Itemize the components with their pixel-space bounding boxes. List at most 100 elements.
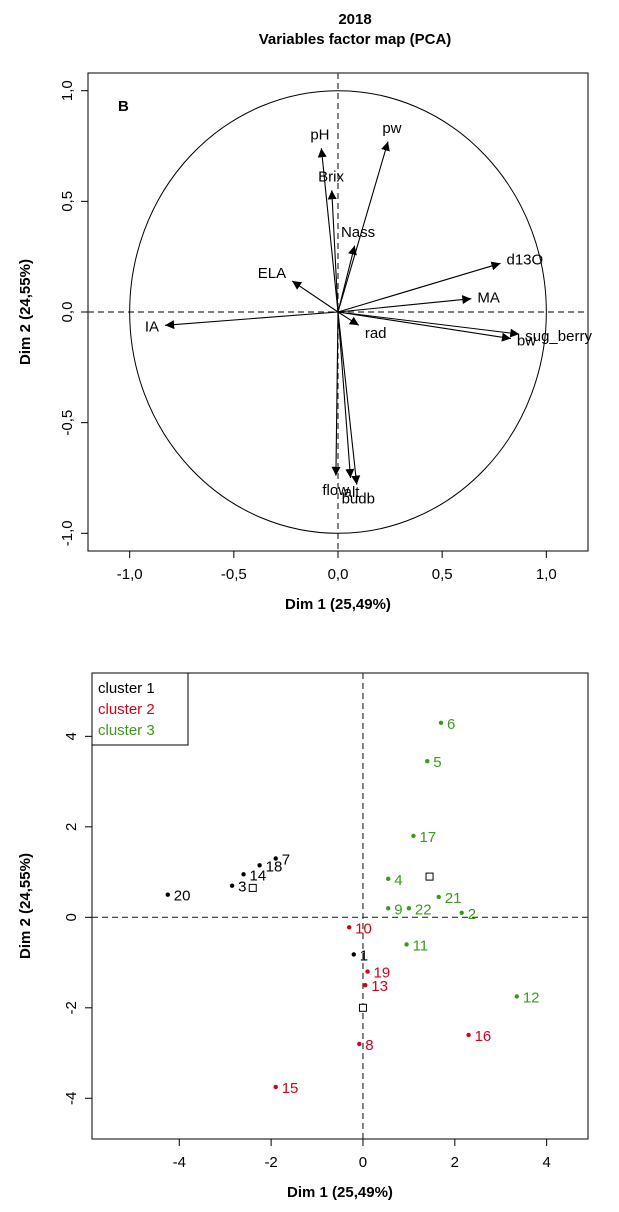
point-label-15: 15 bbox=[282, 1080, 299, 1097]
point-19 bbox=[365, 969, 370, 974]
vector-label-d13O: d13O bbox=[507, 251, 544, 268]
point-label-8: 8 bbox=[365, 1037, 373, 1054]
point-14 bbox=[241, 872, 246, 877]
y-tick-label: 0,5 bbox=[59, 191, 76, 212]
y-axis-title: Dim 2 (24,55%) bbox=[17, 853, 34, 959]
vector-arrow-rad bbox=[337, 311, 360, 326]
vector-label-pH: pH bbox=[310, 126, 329, 143]
vector-arrow-Brix bbox=[327, 190, 339, 313]
x-tick-label: -2 bbox=[264, 1154, 277, 1171]
point-20 bbox=[165, 892, 170, 897]
vector-label-alt: alt bbox=[344, 484, 361, 501]
vector-arrow-flow bbox=[331, 311, 341, 476]
cluster-centroid bbox=[358, 1003, 367, 1012]
vector-label-flow: flow bbox=[322, 482, 349, 499]
y-tick-label: -2 bbox=[63, 1001, 80, 1014]
y-tick-label: 0,0 bbox=[59, 302, 76, 323]
vector-label-sug_berry: sug_berry bbox=[525, 328, 592, 345]
legend-entry: cluster 1 bbox=[98, 680, 155, 697]
point-4 bbox=[386, 876, 391, 882]
plot-frame bbox=[91, 672, 589, 1140]
legend-entry: cluster 3 bbox=[98, 722, 155, 739]
y-tick-label: -0,5 bbox=[59, 410, 76, 436]
point-3 bbox=[229, 883, 235, 888]
y-tick-label: 1,0 bbox=[59, 80, 76, 101]
point-label-10: 10 bbox=[355, 920, 372, 937]
point-label-6: 6 bbox=[447, 716, 455, 733]
point-5 bbox=[425, 759, 430, 764]
point-12 bbox=[514, 994, 520, 999]
x-tick-label: 0 bbox=[359, 1154, 367, 1171]
correlation-circle bbox=[129, 90, 547, 534]
point-1 bbox=[351, 952, 356, 957]
y-tick-label: -1,0 bbox=[59, 520, 76, 546]
x-tick-label: 2 bbox=[451, 1154, 459, 1171]
point-18 bbox=[257, 863, 262, 868]
vector-label-bw: bw bbox=[517, 333, 536, 350]
point-13 bbox=[363, 982, 368, 988]
cluster-centroid bbox=[248, 883, 257, 892]
vector-arrow-d13O bbox=[337, 261, 501, 313]
vector-arrow-bw bbox=[337, 311, 512, 342]
point-16 bbox=[466, 1032, 471, 1038]
pca-individuals-panel: -4 -2 0 2 4 -4 -2 0 2 4 Dim 1 (25,49%) Dim 2 (24,55… bbox=[17, 672, 589, 1201]
x-tick-label: 1,0 bbox=[536, 566, 557, 583]
point-22 bbox=[406, 906, 412, 911]
y-axis-title: Dim 2 (24,55%) bbox=[17, 259, 34, 365]
point-label-20: 20 bbox=[174, 888, 191, 905]
point-21 bbox=[436, 894, 441, 900]
x-tick-label: 0,5 bbox=[432, 566, 453, 583]
vector-arrow-pw bbox=[337, 141, 390, 313]
point-label-18: 18 bbox=[266, 858, 283, 875]
point-label-21: 21 bbox=[445, 890, 462, 907]
vector-label-rad: rad bbox=[365, 325, 387, 342]
x-tick-label: 0,0 bbox=[328, 566, 349, 583]
vector-arrow-sug_berry bbox=[337, 311, 520, 338]
point-label-17: 17 bbox=[419, 829, 436, 846]
point-label-14: 14 bbox=[250, 867, 267, 884]
vector-label-Nass: Nass bbox=[341, 224, 375, 241]
x-tick-label: -4 bbox=[173, 1154, 186, 1171]
point-15 bbox=[273, 1084, 278, 1090]
x-tick-label: -0,5 bbox=[221, 566, 247, 583]
y-tick-label: -4 bbox=[63, 1092, 80, 1105]
point-7 bbox=[273, 856, 278, 861]
vector-label-pw: pw bbox=[382, 120, 401, 137]
point-17 bbox=[411, 833, 416, 839]
legend-box bbox=[91, 672, 189, 746]
point-label-7: 7 bbox=[282, 851, 290, 868]
vector-label-budb: budb bbox=[342, 491, 375, 508]
legend: cluster 1 cluster 2 cluster 3 bbox=[91, 672, 189, 746]
point-11 bbox=[404, 942, 409, 947]
figure-year: 2018 bbox=[338, 11, 371, 28]
point-label-11: 11 bbox=[413, 937, 429, 954]
point-9 bbox=[386, 906, 391, 911]
y-tick-label: 2 bbox=[63, 823, 80, 831]
point-label-19: 19 bbox=[374, 965, 391, 982]
y-tick-label: 0 bbox=[63, 913, 80, 921]
point-label-2: 2 bbox=[468, 906, 476, 923]
point-label-9: 9 bbox=[394, 901, 402, 918]
vector-arrow-Nass bbox=[337, 245, 357, 313]
vector-label-MA: MA bbox=[477, 289, 500, 306]
point-6 bbox=[438, 720, 444, 725]
vector-arrow-MA bbox=[337, 295, 472, 313]
point-label-5: 5 bbox=[433, 754, 441, 771]
x-axis-title: Dim 1 (25,49%) bbox=[285, 596, 391, 613]
vector-arrow-budb bbox=[337, 311, 361, 485]
figure-title: Variables factor map (PCA) bbox=[259, 31, 452, 48]
y-tick-label: 4 bbox=[63, 732, 80, 740]
vector-arrow-alt bbox=[337, 311, 355, 479]
point-label-22: 22 bbox=[415, 901, 432, 918]
panel-label: B bbox=[118, 98, 129, 115]
vector-arrow-ELA bbox=[291, 280, 339, 313]
point-label-4: 4 bbox=[394, 872, 402, 889]
x-tick-label: 4 bbox=[542, 1154, 550, 1171]
vector-arrow-IA bbox=[165, 311, 339, 330]
point-8 bbox=[357, 1041, 362, 1047]
vector-label-ELA: ELA bbox=[258, 265, 286, 282]
vector-label-IA: IA bbox=[145, 318, 159, 335]
point-label-3: 3 bbox=[238, 879, 246, 896]
x-axis-title: Dim 1 (25,49%) bbox=[287, 1184, 393, 1201]
